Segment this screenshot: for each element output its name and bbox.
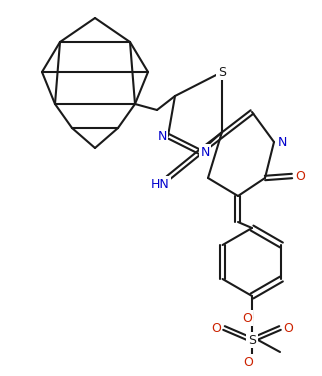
Text: O: O (243, 355, 253, 368)
Text: S: S (218, 65, 226, 79)
Text: N: N (200, 146, 210, 159)
Text: HN: HN (151, 177, 169, 191)
Text: N: N (157, 129, 167, 143)
Text: O: O (211, 321, 221, 335)
Text: O: O (283, 321, 293, 335)
Text: O: O (295, 170, 305, 182)
Text: O: O (242, 311, 252, 324)
Text: N: N (277, 135, 287, 149)
Text: S: S (248, 334, 256, 347)
